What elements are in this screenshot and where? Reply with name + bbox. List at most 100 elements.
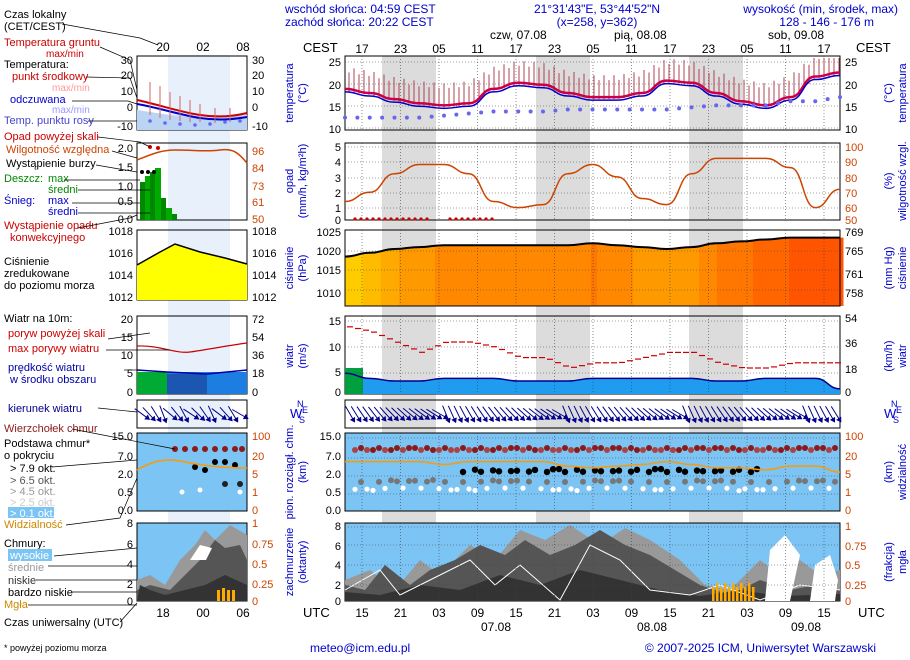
convective-dot [448,217,452,221]
legend-mini-charts: 20 02 08 30 20 10 0 -10 30 20 10 0 -10 [109,40,277,620]
cloud-top-dot [562,445,568,451]
pressure-fill-column [753,240,760,306]
wind-arrow [482,406,494,423]
cloud-top-dot [772,447,778,453]
time-axis: CEST CEST 17 23 05 11 17 23 05 11 17 23 05 11 17 czw… [303,28,891,634]
mini-axis-tick: 1 [252,518,258,530]
night-band [536,56,590,601]
cloud-base-dot [580,478,586,485]
axis-tick: 50 [845,215,857,227]
pressure-fill-column [549,245,556,306]
pressure-fill-column [615,245,622,306]
cloud-base-dot [693,467,701,474]
feels-like-line [344,74,841,110]
mini-night-band [168,55,230,600]
wind-arrow-head [596,416,602,423]
legend-temp-mid: punkt środkowy [12,71,89,83]
wind-arrow-head [790,414,797,420]
wind-arrow [522,407,538,421]
cloud-top-dot [760,447,766,453]
pressure-fill-column [387,250,394,306]
wdir-w-right: W [884,406,897,421]
convective-dot [389,217,393,221]
mini-axis-tick: 18 [252,368,264,380]
cloud-top-dot [364,447,370,453]
dew-point-dot [701,104,706,109]
legend-precip-above: Opad powyżej skali [4,131,99,143]
wind-arrow-head [144,414,151,420]
cloud-base-dot [544,478,550,485]
wind-arrow [728,406,741,422]
cloud-base-dot [507,467,515,475]
mini-wdir-box [136,399,248,429]
wind-arrow-head [709,416,716,423]
cloud-base-dot [826,485,832,491]
dew-point-dot [404,115,409,120]
wind-arrow [546,408,563,420]
temp-unit-right: (°C) [883,83,895,103]
cloud-top-dot [616,445,622,451]
cloud-base-dot [531,466,539,474]
wind-arrow-head [150,415,156,422]
axis-tick: 1025 [317,227,341,239]
cover-high-shape [765,535,800,601]
height-label: wysokość (min, środek, max) [742,2,898,16]
footer-email[interactable]: meteo@icm.edu.pl [310,641,410,655]
cloud-base-dot [628,478,634,485]
cloud-base-dot [754,486,760,493]
wind-arrow [511,407,526,421]
pressure-fill-column [441,245,448,306]
fog-bar [740,583,743,601]
mini-axis-tick: 20 [252,70,264,82]
cover-title-right: mgła [897,549,909,574]
cloud-base-dot [814,478,820,485]
axis-tick: 15 [329,102,341,114]
cloud-top-dot [514,445,520,451]
wind-arrow-head [759,415,766,421]
dew-point-dot [640,107,644,112]
wind-arrow-head [633,415,639,422]
mini-axis-tick: 0 [127,596,133,608]
wind-arrow [191,407,206,421]
cloud-top-dot [424,445,430,451]
convective-dot [365,217,369,221]
wind-arrow-head [765,415,772,421]
wind-arrow-head [664,414,671,420]
pressure-fill-column [645,247,652,306]
bottom-hour-label: 09 [625,606,639,620]
wind-arrow [762,407,778,421]
mini-bottom-tick: 18 [156,606,170,620]
pressure-fill-column [543,245,550,306]
wind-arrow [391,407,406,421]
axis-tick: 8 [335,521,341,533]
mini-axis-tick: 1016 [109,248,133,260]
pressure-fill-column [765,239,772,306]
dew-point-dot [541,109,545,114]
wind-arrow [562,405,571,424]
mini-axis-tick: 1018 [109,226,133,238]
wind-arrow-head [565,417,571,424]
legend-temp-feels: odczuwana [10,94,67,106]
cloud-top-dot [502,447,508,453]
axis-tick: 758 [845,288,863,300]
mini-axis-tick: 20 [252,451,264,463]
footer-copyright: © 2007-2025 ICM, Uniwersytet Warszawski [645,641,876,655]
gust-marks [347,326,841,369]
wind-arrow-head [811,417,817,424]
legend-pressure3: do poziomu morza [4,280,95,292]
axis-tick: 761 [845,269,863,281]
wind-unit-left: (m/s) [297,343,309,368]
mini-cloud-box [136,432,248,512]
wind-arrow-head [627,415,633,422]
top-hour-label: 17 [509,42,523,56]
pressure-fill [345,237,844,306]
mini-axis-tick: 72 [252,314,264,326]
pressure-fill-column [531,245,538,306]
wind-arrow-head [494,416,501,422]
mini-axis-tick: -10 [117,121,133,133]
cloud-title-left: pion. rozciągł. chm. [284,425,296,520]
mini-top-tick: 20 [156,40,170,54]
cloud-top-dot [388,447,394,453]
wind-arrow-head [550,414,557,420]
mini-rain-bar [166,208,172,220]
